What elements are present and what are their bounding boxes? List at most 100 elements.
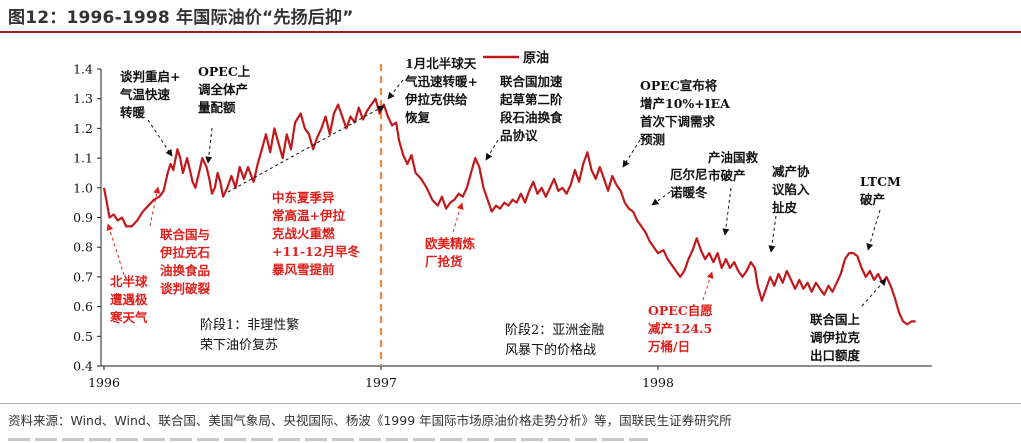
annotation-line: 厂抢货 [425,254,463,269]
y-tick-label: 0.4 [73,359,93,374]
annotation-line: 诺暖冬 [670,185,708,200]
annotation-line: 伊拉克石 [159,245,210,260]
annotation-line: 欧美精炼 [425,236,476,251]
annotation-line: 联合国上 [810,312,861,327]
arrow-a5 [622,139,641,168]
truncated-next-line [8,432,648,443]
annotation-a9: LTCM 破产 [860,174,901,207]
y-tick-label: 1.1 [73,151,93,166]
arrow-a11 [106,223,125,276]
annotation-line: 扯皮 [772,200,798,215]
annotation-a6: 厄尔尼 诺暖冬 [670,167,708,200]
arrow-a9 [866,209,881,251]
annotation-line: 预测 [640,132,665,147]
annotation-line: 调伊拉克 [810,330,861,345]
annotation-line: 议陷入 [772,182,810,197]
arrow-a2 [205,127,213,164]
annotation-line: 减产协 [772,164,810,179]
x-tick-label: 1996 [88,375,120,390]
annotation-line: 市破产 [708,168,746,183]
series-line-crude-oil [102,97,916,326]
annotation-line: 万桶/日 [647,339,690,354]
annotation-line: 中东夏季异 [272,190,335,205]
stage-label-1: 阶段1：非理性繁 荣下油价复苏 [200,317,299,353]
annotation-line: +11-12月早冬 [272,244,360,259]
annotation-a4: 联合国加速 起草第二阶 段石油换食 品协议 [499,74,563,143]
annotation-line: 1月北半球天 [405,56,477,71]
arrow-a7 [722,187,732,236]
stage-label-line: 阶段2：亚洲金融 [505,322,604,338]
y-tick-label: 0.9 [73,210,93,225]
annotation-line: OPEC自愿 [648,303,713,318]
annotation-line: 克战火重燃 [272,226,335,241]
arrow-a14 [452,202,464,233]
annotation-line: 油换食品 [160,263,210,278]
stage-label-line: 荣下油价复苏 [200,337,278,353]
x-tick-label: 1998 [642,375,674,390]
annotation-line: 品协议 [500,128,538,143]
annotation-a1: 谈判重启+ 气温快速 转暖 [119,69,180,120]
annotation-line: 气温快速 [119,87,171,102]
annotation-line: 暴风雪提前 [271,262,335,277]
title-rule [0,31,1021,33]
annotation-line: 恢复 [405,110,431,125]
figure-title: 图12：1996-1998 年国际油价“先扬后抑” [8,8,354,28]
legend-label: 原油 [523,50,549,66]
stage-label-line: 风暴下的价格战 [505,342,596,358]
annotation-line: 转暖 [120,105,146,120]
arrow-a12 [149,186,161,227]
legend: 原油 [483,50,549,66]
annotation-line: 减产124.5 [648,321,712,336]
annotation-a10: 联合国上 调伊拉克 出口额度 [810,312,861,363]
y-tick-label: 0.7 [73,269,93,284]
annotation-a15: OPEC自愿 减产124.5 万桶/日 [647,303,713,354]
annotation-line: 调全体产 [198,82,248,97]
y-tick-label: 1.3 [73,91,93,106]
annotation-line: 产油国救 [708,150,759,165]
annotation-line: 谈判重启+ [120,69,180,84]
footer-rule [0,403,1021,404]
arrow-trend-1996 [227,105,385,193]
arrow-a15 [702,271,714,301]
annotation-a2: OPEC上 调全体产 量配额 [198,64,251,115]
arrow-a8 [768,215,777,253]
annotation-line: 联合国加速 [500,74,563,89]
annotation-line: 寒天气 [109,310,148,325]
arrow-a4 [485,139,499,161]
annotation-a13: 中东夏季异 常高温+伊拉 克战火重燃 +11-12月早冬 暴风雪提前 [271,190,360,277]
annotation-line: OPEC宣布将 [640,78,718,93]
annotation-a8: 减产协 议陷入 扯皮 [772,164,810,215]
annotation-line: OPEC上 [198,64,251,79]
annotation-line: 起草第二阶 [499,92,563,107]
y-tick-label: 1.2 [73,121,93,136]
annotation-line: 首次下调需求 [640,114,716,129]
arrow-a3 [387,79,404,100]
x-tick-label: 1997 [365,375,397,390]
y-tick-label: 0.5 [73,329,93,344]
annotation-a12: 联合国与 伊拉克石 油换食品 谈判破裂 [159,227,211,296]
source-note: 资料来源：Wind、Wind、联合国、美国气象局、央视国际、杨波《1999 年国… [8,413,732,428]
y-tick-label: 0.6 [73,299,93,314]
annotation-a14: 欧美精炼 厂抢货 [425,236,476,269]
annotation-line: 联合国与 [160,227,210,242]
annotation-line: 遭遇极 [110,292,148,307]
annotation-a11: 北半球 遭遇极 寒天气 [109,274,148,325]
annotation-a3: 1月北半球天 气迅速转暖+ 伊拉克供给 恢复 [404,56,478,125]
arrow-a6 [651,191,671,206]
y-tick-label: 0.8 [73,240,93,255]
annotation-line: 破产 [860,192,885,207]
annotation-line: 量配额 [198,100,236,115]
annotation-line: 常高温+伊拉 [272,208,345,223]
arrow-a10 [861,278,887,307]
stage-label-2: 阶段2：亚洲金融 风暴下的价格战 [505,322,604,358]
x-tick-labels: 1996 1997 1998 [88,366,674,390]
y-tick-labels: 0.4 0.5 0.6 0.7 0.8 0.9 1.0 1.1 1.2 1.3 1.4 [73,62,101,374]
annotation-line: 增产10%+IEA [640,96,730,111]
annotation-arrows [106,79,887,307]
annotation-line: 出口额度 [810,348,861,363]
annotation-line: 厄尔尼 [670,167,708,182]
annotation-line: 谈判破裂 [160,281,211,296]
y-tick-label: 1.0 [73,180,93,195]
annotation-a5: OPEC宣布将 增产10%+IEA 首次下调需求 预测 [640,78,730,147]
y-tick-label: 1.4 [73,62,93,77]
